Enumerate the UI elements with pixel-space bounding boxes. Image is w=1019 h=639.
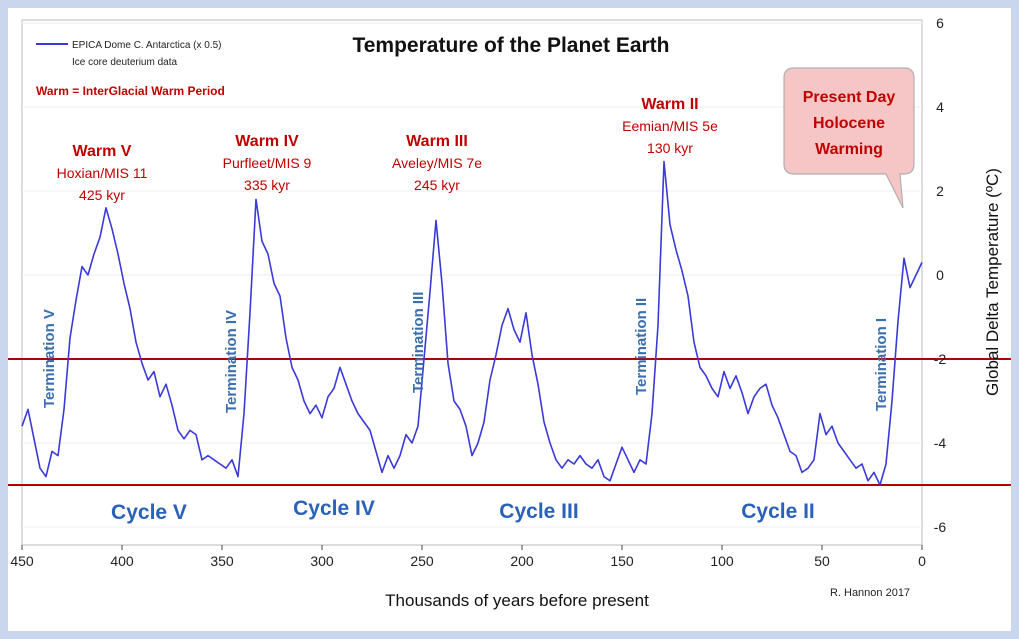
cycle-label: Cycle III — [499, 500, 578, 523]
callout-line: Warming — [815, 141, 883, 158]
y-axis-label: Global Delta Temperature (ºC) — [983, 168, 1002, 396]
chart-title: Temperature of the Planet Earth — [352, 34, 669, 57]
x-axis-label: Thousands of years before present — [385, 591, 649, 610]
cycle-label: Cycle II — [741, 500, 815, 523]
warm-label: Warm II — [641, 96, 698, 113]
warm-annotation: Warm IV Purfleet/MIS 9 335 kyr — [223, 133, 312, 193]
chart-canvas: Temperature of the Planet Earth EPICA Do… — [8, 15, 1011, 610]
warm-sub1: Hoxian/MIS 11 — [57, 165, 148, 181]
y-axis: 6 4 2 0 -2 -4 -6 — [934, 15, 947, 535]
y-tick-label: 0 — [936, 267, 944, 283]
chart-frame: Temperature of the Planet Earth EPICA Do… — [8, 8, 1011, 631]
legend-series-label: EPICA Dome C. Antarctica (x 0.5) — [72, 40, 222, 51]
reference-lines — [8, 358, 1011, 486]
warm-annotation: Warm III Aveley/MIS 7e 245 kyr — [392, 133, 482, 193]
x-axis: 450 400 350 300 250 200 150 100 50 0 — [10, 545, 926, 569]
x-tick-label: 400 — [110, 553, 134, 569]
credit-text: R. Hannon 2017 — [830, 587, 910, 599]
warm-sub1: Purfleet/MIS 9 — [223, 155, 312, 171]
termination-label: Termination II — [633, 298, 650, 395]
warm-label: Warm V — [73, 143, 132, 160]
callout-bubble: Present Day Holocene Warming — [783, 67, 915, 209]
termination-label: Termination I — [873, 318, 890, 411]
warm-sub1: Eemian/MIS 5e — [622, 118, 718, 134]
cycle-label: Cycle V — [111, 501, 187, 524]
y-tick-label: 6 — [936, 15, 944, 31]
warm-definition-note: Warm = InterGlacial Warm Period — [36, 84, 225, 98]
warm-sub2: 130 kyr — [647, 140, 693, 156]
x-tick-label: 250 — [410, 553, 434, 569]
y-tick-label: -4 — [934, 435, 947, 451]
warm-sub1: Aveley/MIS 7e — [392, 155, 482, 171]
y-tick-label: -6 — [934, 519, 947, 535]
y-tick-label: 4 — [936, 99, 944, 115]
callout-shape — [783, 67, 915, 209]
cycle-label: Cycle IV — [293, 497, 375, 520]
warm-sub2: 245 kyr — [414, 177, 460, 193]
termination-label: Termination IV — [223, 310, 240, 413]
legend: EPICA Dome C. Antarctica (x 0.5) Ice cor… — [36, 40, 222, 68]
x-tick-label: 200 — [510, 553, 534, 569]
warm-sub2: 335 kyr — [244, 177, 290, 193]
y-tick-label: -2 — [934, 351, 947, 367]
callout-line: Present Day — [803, 89, 896, 106]
warm-sub2: 425 kyr — [79, 187, 125, 203]
warm-annotation: Warm II Eemian/MIS 5e 130 kyr — [622, 96, 718, 156]
x-tick-label: 450 — [10, 553, 34, 569]
termination-label: Termination III — [410, 292, 427, 393]
y-tick-label: 2 — [936, 183, 944, 199]
x-tick-label: 0 — [918, 553, 926, 569]
x-tick-label: 350 — [210, 553, 234, 569]
legend-sub-label: Ice core deuterium data — [72, 57, 177, 68]
x-tick-label: 50 — [814, 553, 830, 569]
x-tick-label: 100 — [710, 553, 734, 569]
callout-line: Holocene — [813, 115, 885, 132]
warm-annotation: Warm V Hoxian/MIS 11 425 kyr — [57, 143, 148, 203]
x-tick-label: 300 — [310, 553, 334, 569]
warm-label: Warm IV — [235, 133, 299, 150]
warm-label: Warm III — [406, 133, 468, 150]
x-tick-label: 150 — [610, 553, 634, 569]
temperature-series-line — [21, 160, 923, 486]
termination-label: Termination V — [41, 309, 58, 408]
